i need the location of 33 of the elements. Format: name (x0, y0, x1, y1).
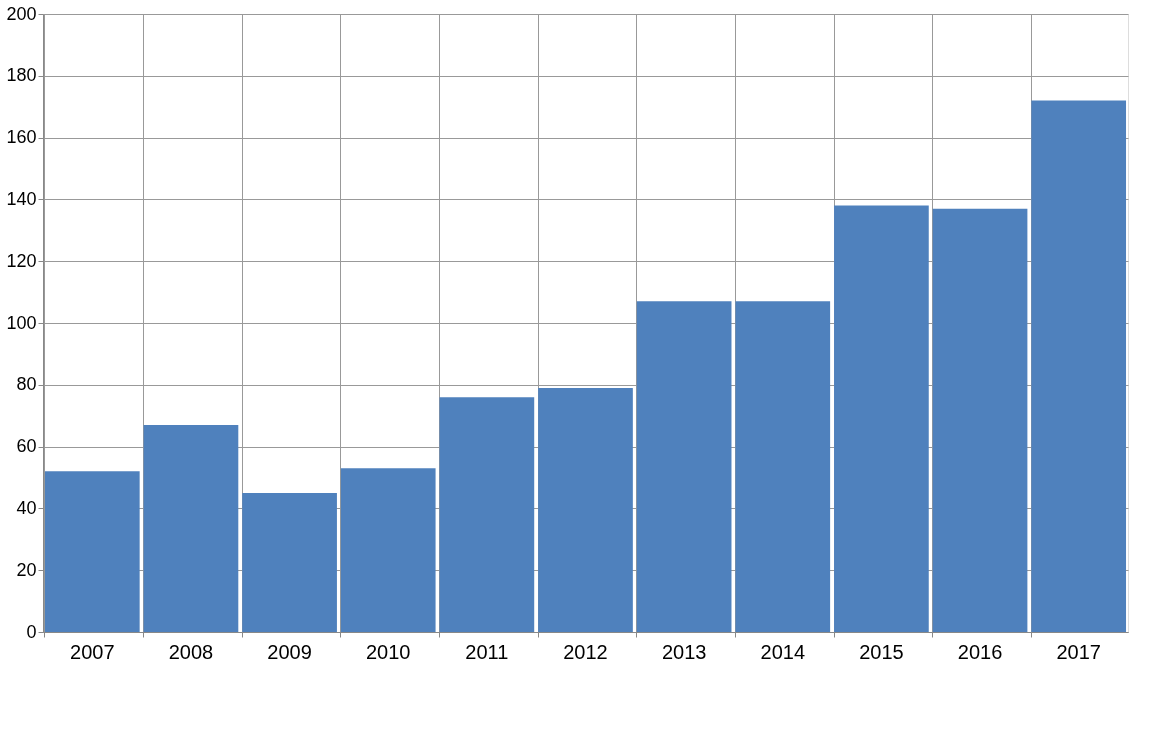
bar (439, 397, 535, 632)
x-tick-label: 2008 (168, 640, 214, 663)
y-tick-label: 80 (16, 374, 37, 395)
x-tick-label: 2010 (365, 640, 411, 663)
bar (735, 301, 831, 632)
x-tick-label: 2015 (859, 640, 904, 663)
bar (932, 208, 1028, 632)
y-tick-label: 40 (16, 497, 37, 518)
y-tick-label: 140 (6, 188, 37, 209)
y-tick-label: 20 (16, 559, 37, 580)
bar (242, 492, 337, 632)
x-tick-label: 2016 (957, 640, 1003, 663)
bar (834, 205, 929, 632)
bar (340, 468, 436, 632)
y-tick-label: 180 (6, 65, 37, 86)
y-tick-label: 0 (26, 621, 37, 642)
x-tick-label: 2007 (70, 640, 115, 663)
bar (44, 471, 140, 632)
x-tick-label: 2011 (465, 640, 509, 663)
bar (143, 424, 239, 632)
bar (538, 387, 633, 632)
x-tick-label: 2012 (563, 640, 608, 663)
x-tick-label: 2017 (1056, 640, 1101, 663)
x-tick-label: 2014 (760, 640, 806, 663)
y-tick-label: 160 (6, 127, 37, 148)
y-tick-label: 60 (16, 436, 37, 457)
bar (636, 301, 732, 632)
bar (1031, 100, 1127, 632)
x-tick-label: 2013 (661, 640, 707, 663)
y-tick-label: 100 (6, 312, 37, 333)
y-tick-label: 200 (6, 3, 37, 24)
y-tick-label: 120 (6, 250, 37, 271)
x-tick-label: 2009 (267, 640, 312, 663)
